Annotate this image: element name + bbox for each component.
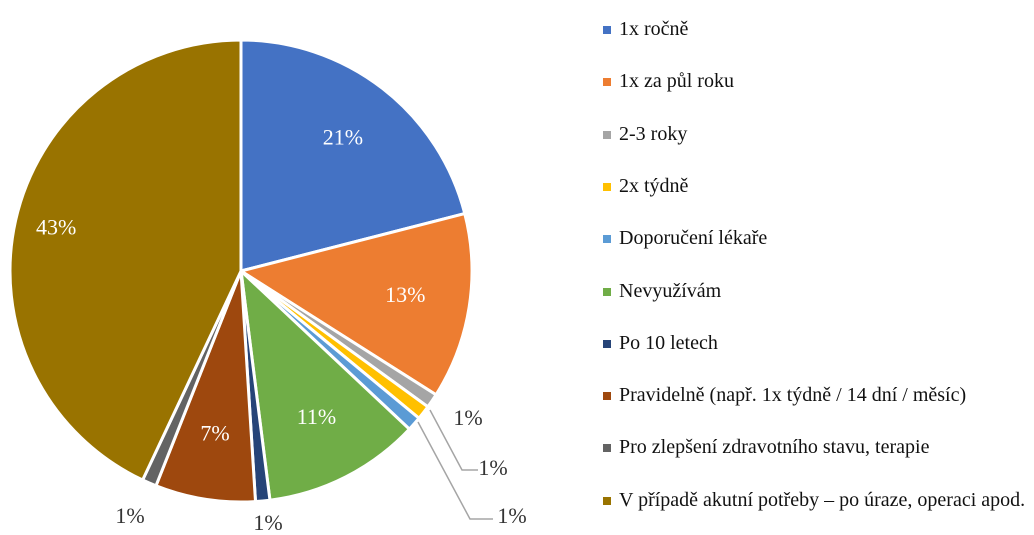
legend-item: 2x týdně <box>600 176 1029 196</box>
legend-swatch <box>603 496 611 505</box>
data-label: 1% <box>253 510 282 535</box>
legend-swatch <box>603 339 611 348</box>
legend-label: 1x za půl roku <box>619 70 734 93</box>
legend-swatch <box>603 182 611 191</box>
legend-item: 2-3 roky <box>600 124 1029 144</box>
pie-slice <box>8 38 243 483</box>
legend-item: Nevyužívám <box>600 281 1029 301</box>
legend-label: Pro zlepšení zdravotního stavu, terapie <box>619 436 930 459</box>
legend-swatch <box>603 26 611 34</box>
legend-item: 1x za půl roku <box>600 71 1029 91</box>
legend-swatch <box>603 235 611 244</box>
pie-slice <box>154 270 258 504</box>
legend-item: Pro zlepšení zdravotního stavu, terapie <box>600 437 1029 457</box>
leader-line <box>429 409 478 471</box>
data-label: 11% <box>297 404 337 429</box>
pie-slice <box>238 267 412 502</box>
data-label: 1% <box>115 503 144 528</box>
legend-label: Nevyužívám <box>619 279 722 302</box>
data-label: 1% <box>497 503 526 528</box>
data-label: 1% <box>478 455 507 480</box>
legend-item: 1x ročně <box>600 19 1029 39</box>
legend-item: Pravidelně (např. 1x týdně / 14 dní / mě… <box>600 385 1029 405</box>
legend-swatch <box>603 78 611 87</box>
leader-line <box>417 421 493 520</box>
legend: 1x ročně 1x za půl roku 2-3 roky 2x týdně Do… <box>600 0 1030 535</box>
legend-label: V případě akutní potřeby – po úraze, ope… <box>619 488 1026 511</box>
legend-item: Po 10 letech <box>600 333 1029 353</box>
data-label: 21% <box>323 125 363 150</box>
legend-swatch <box>603 444 611 453</box>
legend-swatch <box>603 287 611 296</box>
pie-slice <box>237 211 474 397</box>
legend-label: 2-3 roky <box>619 122 688 145</box>
legend-label: Po 10 letech <box>619 331 718 354</box>
data-label: 43% <box>36 215 76 240</box>
data-label: 13% <box>385 282 425 307</box>
legend-swatch <box>603 392 611 401</box>
legend-swatch <box>603 130 611 139</box>
legend-item: V případě akutní potřeby – po úraze, ope… <box>600 490 1029 510</box>
legend-label: Pravidelně (např. 1x týdně / 14 dní / mě… <box>619 384 967 407</box>
legend-label: Doporučení lékaře <box>619 227 768 250</box>
pie-slice <box>239 38 467 273</box>
legend-item: Doporučení lékaře <box>600 228 1029 248</box>
chart: 21% 13% 1% 1% 1% 11% 1% 7% 1% 43% <box>8 38 527 535</box>
legend-label: 2x týdně <box>619 174 689 197</box>
data-label: 7% <box>200 420 229 445</box>
legend-label: 1x ročně <box>619 18 689 40</box>
data-label: 1% <box>453 405 482 430</box>
